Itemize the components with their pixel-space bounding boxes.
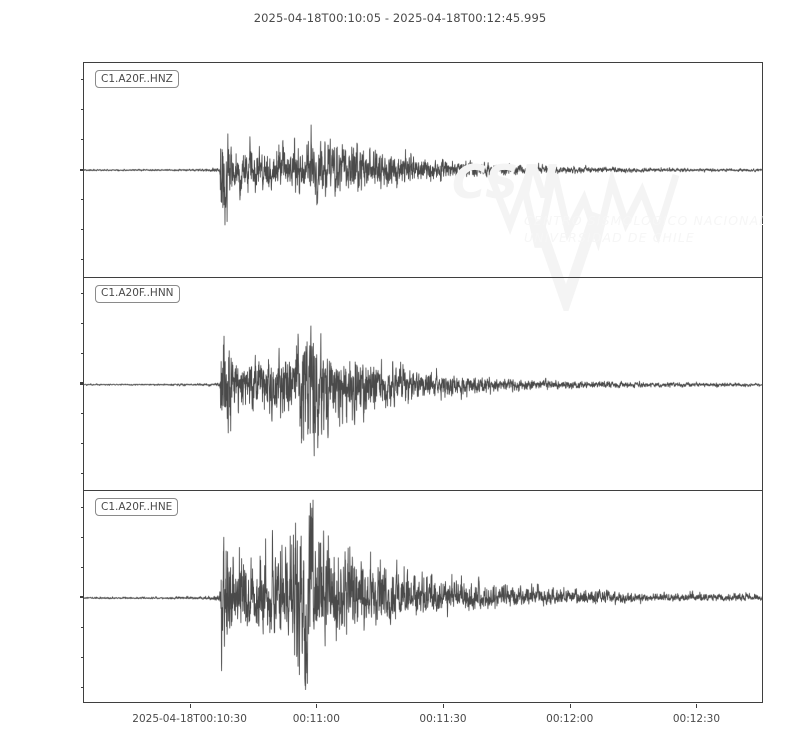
- y-tick-mark: [80, 139, 84, 141]
- y-tick-mark: [80, 686, 84, 688]
- y-tick-mark: [80, 566, 84, 568]
- y-tick-mark: [79, 168, 84, 172]
- y-tick-mark: [80, 229, 84, 231]
- axes-stack: CSN CENTRO SISMOLOGICO NACIONAL UNIVERSI…: [79, 62, 766, 725]
- x-tick-label: 00:11:00: [292, 713, 340, 725]
- waveform-canvas-hnn: [84, 277, 762, 492]
- x-tick-label: 00:11:30: [419, 713, 467, 725]
- y-tick-mark: [80, 79, 84, 81]
- y-tick-mark: [80, 322, 84, 324]
- y-tick-mark: [80, 259, 84, 261]
- x-tick-mark: [569, 704, 571, 708]
- x-tick-label: 00:12:00: [546, 713, 594, 725]
- y-tick-mark: [80, 656, 84, 658]
- panel-hnz: C1.A20F..HNZ: [84, 63, 762, 277]
- y-tick-mark: [80, 109, 84, 111]
- x-tick-label: 2025-04-18T00:10:30: [132, 713, 247, 725]
- y-tick-mark: [80, 626, 84, 628]
- x-tick-label: 00:12:30: [672, 713, 721, 725]
- y-tick-mark: [80, 536, 84, 538]
- y-tick-mark: [80, 199, 84, 201]
- waveform-canvas-hnz: [84, 63, 762, 277]
- y-tick-mark: [80, 352, 84, 354]
- panel-hne: C1.A20F..HNE: [84, 490, 762, 705]
- channel-label-hnn: C1.A20F..HNN: [95, 284, 180, 303]
- y-tick-mark: [79, 382, 84, 385]
- panel-hnn: C1.A20F..HNN: [84, 276, 762, 492]
- x-tick-mark: [189, 704, 191, 708]
- y-tick-mark: [80, 292, 84, 294]
- channel-label-hne: C1.A20F..HNE: [95, 498, 179, 517]
- waveform-canvas-hne: [84, 491, 762, 705]
- y-tick-mark: [80, 506, 84, 508]
- y-tick-mark: [80, 473, 84, 475]
- y-tick-mark: [80, 443, 84, 445]
- x-tick-mark: [696, 704, 698, 708]
- y-tick-mark: [79, 595, 84, 599]
- channel-label-hnz: C1.A20F..HNZ: [95, 70, 179, 88]
- x-tick-mark: [443, 704, 445, 708]
- y-tick-mark: [80, 413, 84, 414]
- figure-title: 2025-04-18T00:10:05 - 2025-04-18T00:12:4…: [253, 11, 547, 25]
- x-tick-mark: [316, 704, 318, 708]
